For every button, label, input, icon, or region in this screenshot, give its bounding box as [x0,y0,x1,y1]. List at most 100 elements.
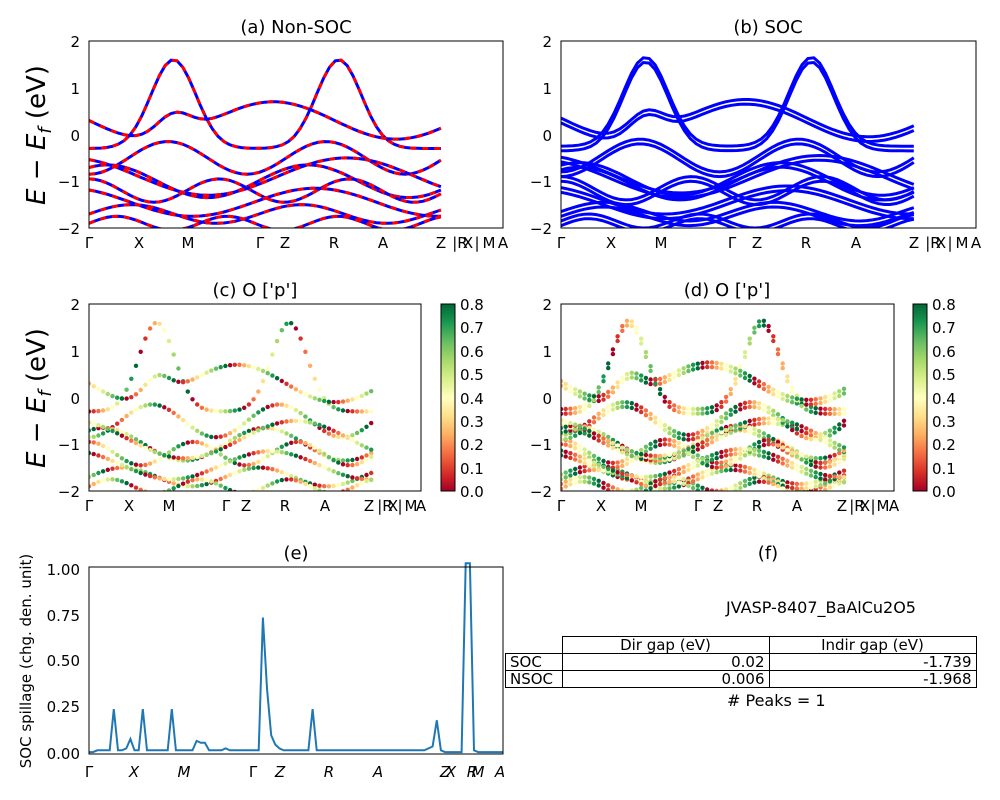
band-point [809,493,813,497]
band-point [813,401,818,407]
band-point [785,463,790,468]
band-point [804,407,809,412]
band-point [615,470,620,475]
band-point [695,439,700,444]
band-point [596,411,601,416]
band-point [563,406,568,412]
band-point [331,469,336,474]
band-point [213,435,219,440]
band-point [823,487,828,491]
band-point [96,433,101,438]
band-point [336,483,341,488]
band-point [662,480,667,485]
band-point [606,443,611,448]
y-tick-label: −1 [530,173,552,191]
panel-a-bands [89,58,442,228]
band-point [662,442,667,447]
band-point [119,429,125,435]
band-point [657,453,663,459]
band-point [832,396,837,401]
band-point [823,399,828,404]
band-point [606,483,611,488]
band-point [610,485,616,490]
band-point [794,454,800,459]
band-point [818,396,823,401]
band-point [756,453,762,458]
band-point [133,392,139,397]
band-point [672,403,677,408]
band-point [643,449,649,454]
band-point [629,473,634,479]
band-point [676,405,682,410]
band-point [756,448,762,453]
band-point [752,452,757,457]
band-point [246,364,252,369]
band-point [823,455,828,460]
band-point [709,464,715,470]
band-point [133,468,139,474]
band-point [639,373,644,378]
band-point [359,455,364,460]
band-point [681,437,686,442]
band-point [138,470,143,476]
band-point [719,430,724,435]
band-point [157,321,162,326]
band-line [561,184,914,216]
band-point [246,432,252,438]
band-point [723,424,729,430]
band-point [766,323,771,329]
cbar-tick: 0.2 [460,436,484,454]
band-point [667,400,672,405]
band-point [639,456,644,461]
band-point [199,453,205,459]
band-point [690,460,696,466]
k-tick-label: X [463,234,473,252]
band-line [561,153,915,195]
band-point [573,433,578,438]
band-point [157,451,162,456]
band-point [340,472,346,477]
band-point [591,398,597,403]
band-point [561,486,564,491]
x-tick-label: Γ [249,763,258,781]
band-point [606,389,611,395]
band-point [695,447,700,452]
band-point [124,436,129,441]
band-point [657,477,663,482]
band-point [742,453,748,458]
band-point [242,463,247,468]
band-point [587,468,592,473]
band-point [563,442,568,447]
band-point [289,384,294,389]
band-point [676,409,682,415]
band-point [723,432,729,438]
band-point [700,456,705,462]
band-point [345,480,350,485]
band-point [690,406,696,412]
band-point [307,420,313,425]
band-point [808,428,814,433]
row-label: NSOC [505,670,563,688]
band-point [790,400,795,405]
band-point [681,432,686,437]
band-point [766,405,771,410]
band-point [818,476,823,481]
band-point [166,375,172,381]
band-point [818,456,823,461]
band-point [799,469,804,474]
band-point [709,488,715,491]
band-point [728,457,733,462]
band-point [185,389,190,394]
band-point [785,480,790,485]
k-tick-label: Z [241,497,251,515]
band-point [345,458,350,463]
band-point [279,450,284,455]
k-tick-label: A [792,497,803,515]
band-point [195,402,200,407]
band-point [827,433,833,438]
band-point [601,397,606,402]
band-point [312,486,317,491]
k-tick-label: Γ [694,497,703,515]
band-point [293,436,299,441]
band-point [350,409,355,414]
